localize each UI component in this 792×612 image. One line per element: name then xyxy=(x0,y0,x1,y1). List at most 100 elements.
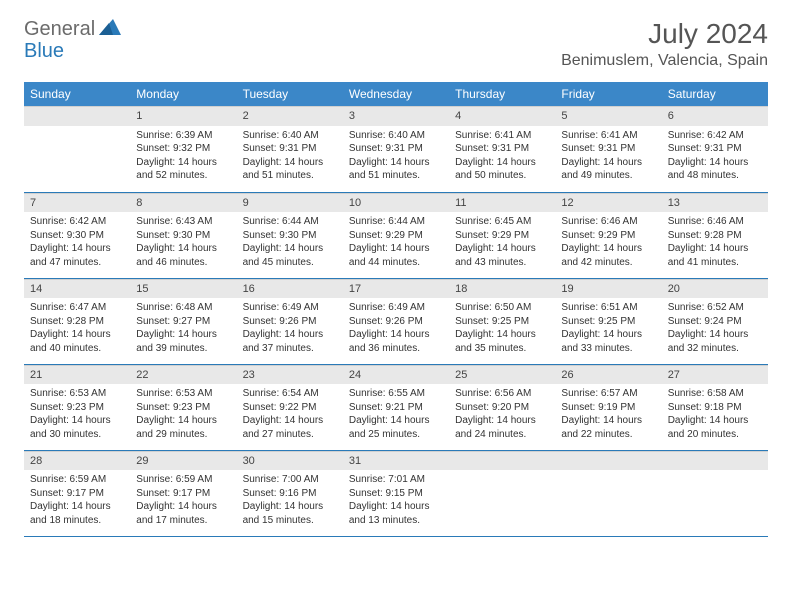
daylight-text: Daylight: 14 hours and 45 minutes. xyxy=(243,242,337,269)
sunrise-text: Sunrise: 6:42 AM xyxy=(30,215,124,229)
day-number: 17 xyxy=(343,279,449,299)
daylight-text: Daylight: 14 hours and 27 minutes. xyxy=(243,414,337,441)
daylight-text: Daylight: 14 hours and 33 minutes. xyxy=(561,328,655,355)
calendar-cell: 4Sunrise: 6:41 AMSunset: 9:31 PMDaylight… xyxy=(449,106,555,192)
sunset-text: Sunset: 9:30 PM xyxy=(136,229,230,243)
cell-body: Sunrise: 6:45 AMSunset: 9:29 PMDaylight:… xyxy=(449,212,555,273)
daylight-text: Daylight: 14 hours and 43 minutes. xyxy=(455,242,549,269)
calendar-cell xyxy=(555,450,661,536)
sunset-text: Sunset: 9:17 PM xyxy=(30,487,124,501)
calendar-cell: 20Sunrise: 6:52 AMSunset: 9:24 PMDayligh… xyxy=(662,278,768,364)
daylight-text: Daylight: 14 hours and 25 minutes. xyxy=(349,414,443,441)
sunrise-text: Sunrise: 6:53 AM xyxy=(136,387,230,401)
sunset-text: Sunset: 9:17 PM xyxy=(136,487,230,501)
sunrise-text: Sunrise: 6:40 AM xyxy=(243,129,337,143)
day-number: 11 xyxy=(449,193,555,213)
day-number: 6 xyxy=(662,106,768,126)
sunrise-text: Sunrise: 6:41 AM xyxy=(455,129,549,143)
calendar-week-row: 7Sunrise: 6:42 AMSunset: 9:30 PMDaylight… xyxy=(24,192,768,278)
day-number: 7 xyxy=(24,193,130,213)
day-number: 15 xyxy=(130,279,236,299)
calendar-cell: 8Sunrise: 6:43 AMSunset: 9:30 PMDaylight… xyxy=(130,192,236,278)
day-number: 18 xyxy=(449,279,555,299)
calendar-cell: 25Sunrise: 6:56 AMSunset: 9:20 PMDayligh… xyxy=(449,364,555,450)
calendar-cell: 22Sunrise: 6:53 AMSunset: 9:23 PMDayligh… xyxy=(130,364,236,450)
calendar-cell: 29Sunrise: 6:59 AMSunset: 9:17 PMDayligh… xyxy=(130,450,236,536)
cell-body: Sunrise: 6:54 AMSunset: 9:22 PMDaylight:… xyxy=(237,384,343,445)
cell-body: Sunrise: 6:46 AMSunset: 9:29 PMDaylight:… xyxy=(555,212,661,273)
day-number: 29 xyxy=(130,451,236,471)
calendar-cell: 16Sunrise: 6:49 AMSunset: 9:26 PMDayligh… xyxy=(237,278,343,364)
calendar-week-row: 21Sunrise: 6:53 AMSunset: 9:23 PMDayligh… xyxy=(24,364,768,450)
weekday-header: Saturday xyxy=(662,82,768,106)
sunrise-text: Sunrise: 6:42 AM xyxy=(668,129,762,143)
logo-line2: Blue xyxy=(24,40,64,63)
daylight-text: Daylight: 14 hours and 47 minutes. xyxy=(30,242,124,269)
calendar-week-row: 1Sunrise: 6:39 AMSunset: 9:32 PMDaylight… xyxy=(24,106,768,192)
daylight-text: Daylight: 14 hours and 22 minutes. xyxy=(561,414,655,441)
daylight-text: Daylight: 14 hours and 35 minutes. xyxy=(455,328,549,355)
daylight-text: Daylight: 14 hours and 50 minutes. xyxy=(455,156,549,183)
sunrise-text: Sunrise: 6:58 AM xyxy=(668,387,762,401)
sunrise-text: Sunrise: 6:46 AM xyxy=(668,215,762,229)
sunrise-text: Sunrise: 6:50 AM xyxy=(455,301,549,315)
day-number xyxy=(24,106,130,126)
daylight-text: Daylight: 14 hours and 37 minutes. xyxy=(243,328,337,355)
calendar-cell: 26Sunrise: 6:57 AMSunset: 9:19 PMDayligh… xyxy=(555,364,661,450)
daylight-text: Daylight: 14 hours and 46 minutes. xyxy=(136,242,230,269)
day-number: 5 xyxy=(555,106,661,126)
calendar-cell: 10Sunrise: 6:44 AMSunset: 9:29 PMDayligh… xyxy=(343,192,449,278)
cell-body: Sunrise: 6:44 AMSunset: 9:30 PMDaylight:… xyxy=(237,212,343,273)
sunrise-text: Sunrise: 6:53 AM xyxy=(30,387,124,401)
sunrise-text: Sunrise: 6:51 AM xyxy=(561,301,655,315)
sunrise-text: Sunrise: 6:57 AM xyxy=(561,387,655,401)
sunset-text: Sunset: 9:24 PM xyxy=(668,315,762,329)
sunset-text: Sunset: 9:25 PM xyxy=(455,315,549,329)
day-number: 8 xyxy=(130,193,236,213)
daylight-text: Daylight: 14 hours and 29 minutes. xyxy=(136,414,230,441)
day-number: 14 xyxy=(24,279,130,299)
sunset-text: Sunset: 9:28 PM xyxy=(668,229,762,243)
sunset-text: Sunset: 9:18 PM xyxy=(668,401,762,415)
sunrise-text: Sunrise: 6:56 AM xyxy=(455,387,549,401)
daylight-text: Daylight: 14 hours and 39 minutes. xyxy=(136,328,230,355)
day-number: 19 xyxy=(555,279,661,299)
daylight-text: Daylight: 14 hours and 42 minutes. xyxy=(561,242,655,269)
daylight-text: Daylight: 14 hours and 40 minutes. xyxy=(30,328,124,355)
day-number: 28 xyxy=(24,451,130,471)
day-number: 9 xyxy=(237,193,343,213)
cell-body xyxy=(449,470,555,477)
cell-body: Sunrise: 6:53 AMSunset: 9:23 PMDaylight:… xyxy=(24,384,130,445)
sunset-text: Sunset: 9:29 PM xyxy=(455,229,549,243)
calendar-cell: 24Sunrise: 6:55 AMSunset: 9:21 PMDayligh… xyxy=(343,364,449,450)
sunrise-text: Sunrise: 6:49 AM xyxy=(349,301,443,315)
cell-body: Sunrise: 6:39 AMSunset: 9:32 PMDaylight:… xyxy=(130,126,236,187)
sunset-text: Sunset: 9:20 PM xyxy=(455,401,549,415)
daylight-text: Daylight: 14 hours and 41 minutes. xyxy=(668,242,762,269)
daylight-text: Daylight: 14 hours and 18 minutes. xyxy=(30,500,124,527)
cell-body: Sunrise: 6:42 AMSunset: 9:31 PMDaylight:… xyxy=(662,126,768,187)
cell-body: Sunrise: 6:43 AMSunset: 9:30 PMDaylight:… xyxy=(130,212,236,273)
header: General July 2024 Benimuslem, Valencia, … xyxy=(24,18,768,70)
sunset-text: Sunset: 9:23 PM xyxy=(30,401,124,415)
weekday-header: Tuesday xyxy=(237,82,343,106)
sunset-text: Sunset: 9:15 PM xyxy=(349,487,443,501)
sunset-text: Sunset: 9:26 PM xyxy=(243,315,337,329)
sunrise-text: Sunrise: 6:44 AM xyxy=(243,215,337,229)
day-number: 31 xyxy=(343,451,449,471)
sunrise-text: Sunrise: 6:54 AM xyxy=(243,387,337,401)
sunset-text: Sunset: 9:23 PM xyxy=(136,401,230,415)
calendar-cell: 31Sunrise: 7:01 AMSunset: 9:15 PMDayligh… xyxy=(343,450,449,536)
cell-body xyxy=(24,126,130,133)
sunrise-text: Sunrise: 6:52 AM xyxy=(668,301,762,315)
cell-body: Sunrise: 7:01 AMSunset: 9:15 PMDaylight:… xyxy=(343,470,449,531)
cell-body: Sunrise: 6:41 AMSunset: 9:31 PMDaylight:… xyxy=(449,126,555,187)
day-number: 1 xyxy=(130,106,236,126)
calendar-cell: 6Sunrise: 6:42 AMSunset: 9:31 PMDaylight… xyxy=(662,106,768,192)
sunrise-text: Sunrise: 6:48 AM xyxy=(136,301,230,315)
daylight-text: Daylight: 14 hours and 17 minutes. xyxy=(136,500,230,527)
sunset-text: Sunset: 9:28 PM xyxy=(30,315,124,329)
sunset-text: Sunset: 9:31 PM xyxy=(455,142,549,156)
sunset-text: Sunset: 9:25 PM xyxy=(561,315,655,329)
cell-body: Sunrise: 6:49 AMSunset: 9:26 PMDaylight:… xyxy=(237,298,343,359)
